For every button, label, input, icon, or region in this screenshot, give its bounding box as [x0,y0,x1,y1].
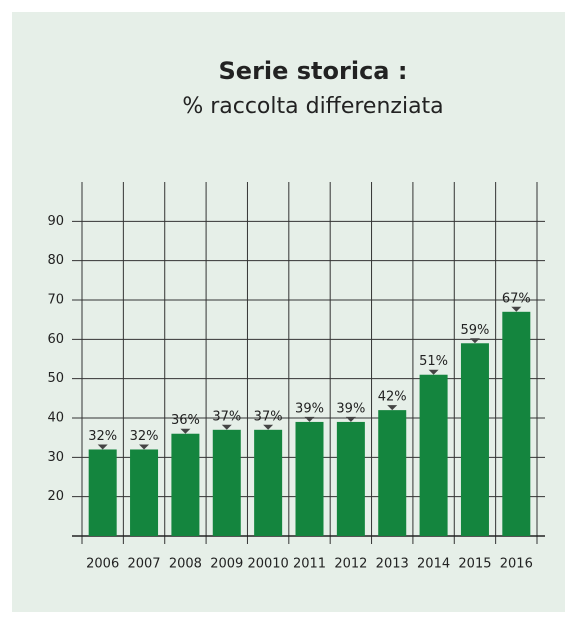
y-tick-label: 80 [47,253,64,268]
bar-marker [387,405,398,411]
bar-marker [97,444,108,450]
bar [130,449,159,536]
x-tick-label: 2006 [86,557,119,572]
bar-marker [180,428,191,434]
bar [254,429,283,536]
bar [88,449,117,536]
x-tick-label: 2013 [376,557,409,572]
bar [378,410,407,536]
bar-marker [304,416,315,422]
x-tick-label: 2012 [334,557,367,572]
x-tick-label: 2016 [500,557,533,572]
y-tick-label: 50 [47,371,64,386]
value-label: 39% [295,401,324,416]
x-tick-label: 2007 [127,557,160,572]
y-tick-label: 20 [47,489,64,504]
x-tick-label: 2011 [293,557,326,572]
value-label: 37% [212,409,241,424]
chart-subtitle: % raccolta differenziata [182,94,443,119]
chart-title: Serie storica : [219,57,408,85]
bar [171,433,200,536]
value-label: 59% [461,323,490,338]
x-tick-label: 2008 [169,557,202,572]
bar-marker [263,424,274,430]
value-label: 32% [130,429,159,444]
x-tick-label: 2015 [458,557,491,572]
value-label: 51% [419,354,448,369]
value-label: 36% [171,413,200,428]
bar-marker [428,369,439,375]
x-tick-label: 20010 [247,557,288,572]
bar-marker [511,306,522,312]
y-tick-label: 60 [47,332,64,347]
x-tick-label: 2009 [210,557,243,572]
bar [295,421,324,536]
bar [419,374,448,536]
value-label: 32% [88,429,117,444]
y-tick-label: 90 [47,214,64,229]
bar [336,421,365,536]
x-tick-label: 2014 [417,557,450,572]
bar [460,343,489,536]
value-label: 67% [502,291,531,306]
bar-marker [139,444,150,450]
y-tick-label: 30 [47,450,64,465]
bar [502,311,531,536]
value-label: 37% [254,409,283,424]
value-label: 42% [378,390,407,405]
y-tick-label: 70 [47,293,64,308]
bar [212,429,241,536]
bar-marker [469,338,480,344]
y-tick-label: 40 [47,411,64,426]
value-label: 39% [336,401,365,416]
bar-marker [221,424,232,430]
bar-marker [345,416,356,422]
